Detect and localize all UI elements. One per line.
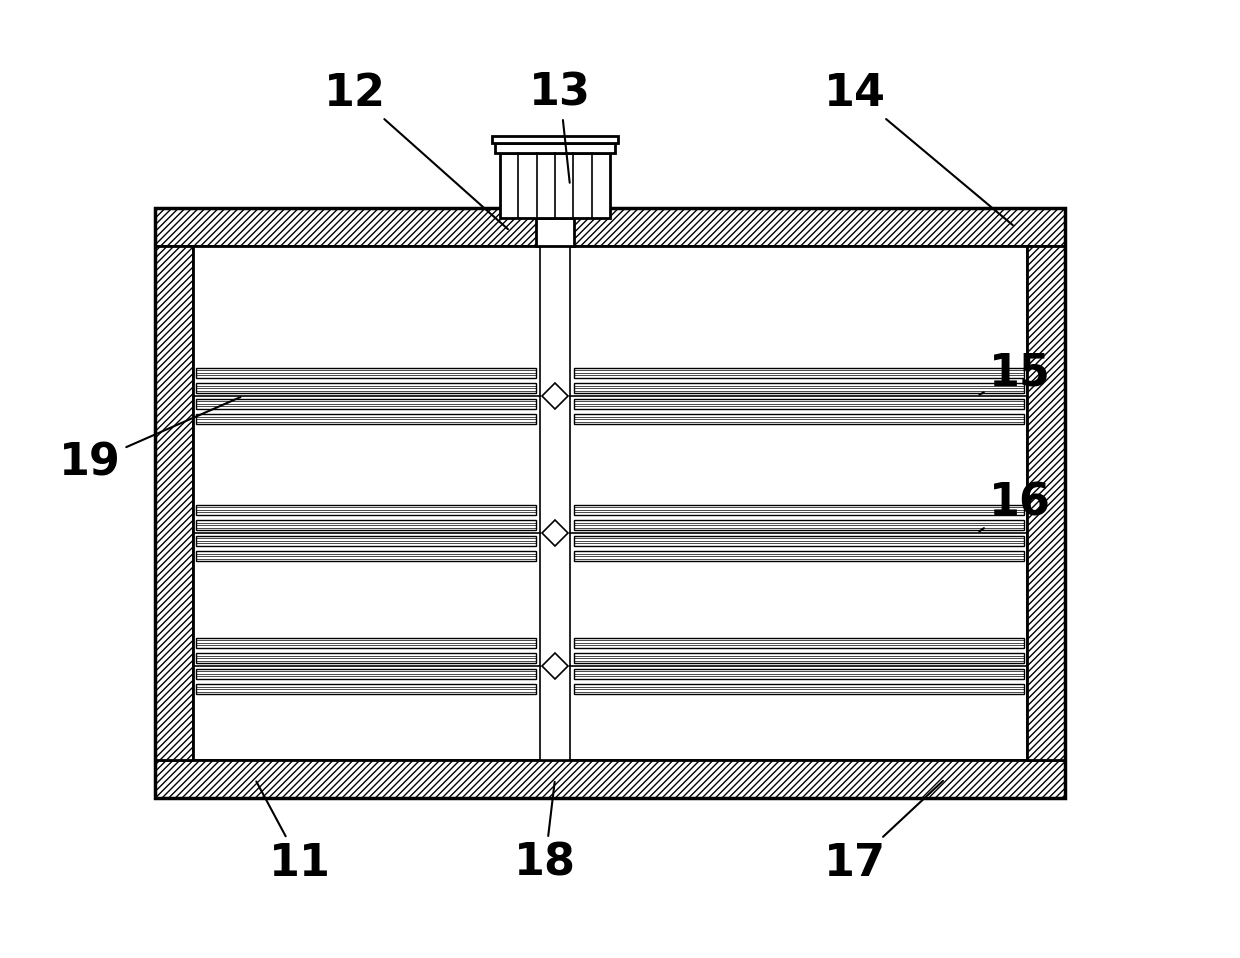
Text: 14: 14 [825, 72, 1013, 225]
Text: 12: 12 [324, 72, 508, 229]
Bar [500, 153, 610, 218]
Bar [574, 653, 1024, 663]
Polygon shape [542, 520, 568, 546]
Bar [196, 669, 536, 679]
Bar [574, 399, 1024, 409]
Bar [574, 414, 1024, 424]
Bar [155, 760, 1065, 798]
Bar [196, 520, 536, 530]
Bar [155, 208, 1065, 246]
Bar [574, 638, 1024, 648]
Bar [196, 536, 536, 546]
Text: 13: 13 [529, 72, 591, 183]
Bar [196, 684, 536, 695]
Text: 16: 16 [980, 482, 1052, 532]
Text: 17: 17 [825, 781, 942, 884]
Bar [574, 368, 1024, 377]
Bar [539, 246, 570, 760]
Bar [574, 684, 1024, 695]
Bar [574, 383, 1024, 393]
Bar [196, 505, 536, 514]
Text: 15: 15 [980, 352, 1052, 395]
Bar [574, 536, 1024, 546]
Bar [574, 669, 1024, 679]
Bar [196, 638, 536, 648]
Bar [574, 520, 1024, 530]
Bar [196, 653, 536, 663]
Bar [492, 136, 618, 143]
Bar [196, 368, 536, 377]
Bar [1027, 246, 1065, 760]
Bar [574, 505, 1024, 514]
Polygon shape [542, 653, 568, 679]
Bar [495, 143, 615, 153]
Bar [196, 383, 536, 393]
Bar [196, 551, 536, 561]
Bar [196, 399, 536, 409]
Bar [155, 208, 1065, 798]
Bar [155, 246, 193, 760]
Bar [536, 218, 574, 246]
Text: 11: 11 [257, 782, 331, 884]
Text: 18: 18 [515, 782, 577, 884]
Bar [574, 551, 1024, 561]
Text: 19: 19 [60, 398, 241, 485]
Polygon shape [542, 383, 568, 409]
Bar [196, 414, 536, 424]
